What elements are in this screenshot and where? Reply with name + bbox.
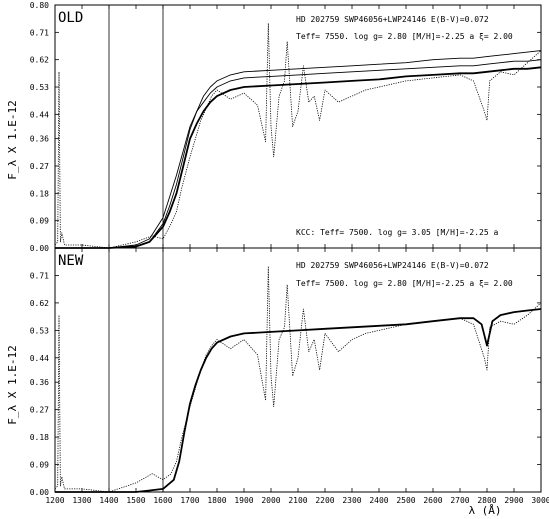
new-series-1-dotted (54, 265, 542, 493)
new-y-tick-label: 0.27 (30, 406, 49, 415)
new-y-tick-label: 0.71 (30, 271, 49, 280)
new-y-axis-label: F_λ X 1.E-12 (6, 345, 19, 424)
new-annotation-line1: HD 202759 SWP46056+LWP24146 E(B-V)=0.072 (296, 261, 489, 270)
old-y-tick-label: 0.18 (30, 189, 49, 198)
old-y-axis-label: F_λ X 1.E-12 (6, 100, 19, 179)
new-series-0-thick (55, 308, 542, 493)
old-series-3-dotted (54, 22, 542, 249)
new-panel-label: NEW (58, 253, 84, 269)
new-x-tick-label: 2000 (261, 496, 280, 505)
old-y-tick-label: 0.09 (30, 217, 49, 226)
new-x-tick-label: 2400 (369, 496, 388, 505)
old-annotation-line1: HD 202759 SWP46056+LWP24146 E(B-V)=0.072 (296, 15, 489, 24)
old-plot-frame (54, 4, 542, 249)
old-annotation-line3: KCC: Teff= 7500. log g= 3.05 [M/H]=-2.25… (296, 228, 498, 237)
new-series (54, 265, 542, 493)
new-x-tick-label: 1300 (72, 496, 91, 505)
old-y-tick-label: 0.71 (30, 28, 49, 37)
new-vlines (108, 248, 164, 492)
old-y-tick-label: 0.80 (30, 1, 49, 10)
new-x-tick-label: 3000 (531, 496, 549, 505)
new-x-tick-label: 1900 (234, 496, 253, 505)
old-y-tick-label: 0.36 (30, 135, 49, 144)
old-series (54, 22, 542, 249)
old-ticks: 0.00 0.09 0.18 0.27 0.36 0.44 0.53 0.62 0.71 0.80 (30, 1, 542, 253)
new-x-tick-label: 2300 (342, 496, 361, 505)
new-annotation-line2: Teff= 7500. log g= 2.80 [M/H]=-2.25 a ξ=… (296, 279, 513, 288)
new-x-tick-label: 2200 (315, 496, 334, 505)
old-annotation-line2: Teff= 7550. log g= 2.80 [M/H]=-2.25 a ξ=… (296, 32, 513, 41)
new-x-tick-label: 1500 (126, 496, 145, 505)
new-panel: 1200 1300 1400 1500 1600 1700 1800 1900 2000 2100… (6, 247, 549, 517)
new-x-tick-label: 2600 (423, 496, 442, 505)
old-y-tick-label: 0.53 (30, 83, 49, 92)
new-y-tick-label: 0.53 (30, 326, 49, 335)
new-x-tick-label: 2700 (450, 496, 469, 505)
new-ticks: 1200 1300 1400 1500 1600 1700 1800 1900 2000 2100… (30, 248, 549, 505)
new-x-tick-label: 1400 (99, 496, 118, 505)
new-y-tick-label: 0.62 (30, 299, 49, 308)
old-y-tick-label: 0.44 (30, 110, 49, 119)
new-x-tick-label: 1700 (180, 496, 199, 505)
new-x-tick-label: 1600 (153, 496, 172, 505)
new-x-tick-label: 2900 (504, 496, 523, 505)
old-panel: 0.00 0.09 0.18 0.27 0.36 0.44 0.53 0.62 0.71 0.80… (6, 1, 542, 253)
new-y-tick-label: 0.09 (30, 461, 49, 470)
old-y-tick-label: 0.27 (30, 162, 49, 171)
old-y-tick-label: 0.00 (30, 244, 49, 253)
old-vlines (108, 5, 164, 248)
old-series-2-thin (55, 50, 542, 249)
old-series-1-thin (55, 59, 542, 249)
old-panel-label: OLD (58, 10, 83, 26)
new-y-tick-label: 0.18 (30, 433, 49, 442)
new-y-tick-label: 0.44 (30, 354, 49, 363)
old-y-tick-label: 0.62 (30, 56, 49, 65)
new-x-tick-label: 1800 (207, 496, 226, 505)
new-x-tick-label: 1200 (45, 496, 64, 505)
new-x-tick-label: 2500 (396, 496, 415, 505)
new-x-tick-label: 2800 (477, 496, 496, 505)
new-x-tick-label: 2100 (288, 496, 307, 505)
new-y-tick-label: 0.00 (30, 488, 49, 497)
x-axis-label: λ (Å) (468, 504, 501, 517)
old-series-0-thick (55, 66, 542, 249)
new-y-tick-label: 0.36 (30, 378, 49, 387)
